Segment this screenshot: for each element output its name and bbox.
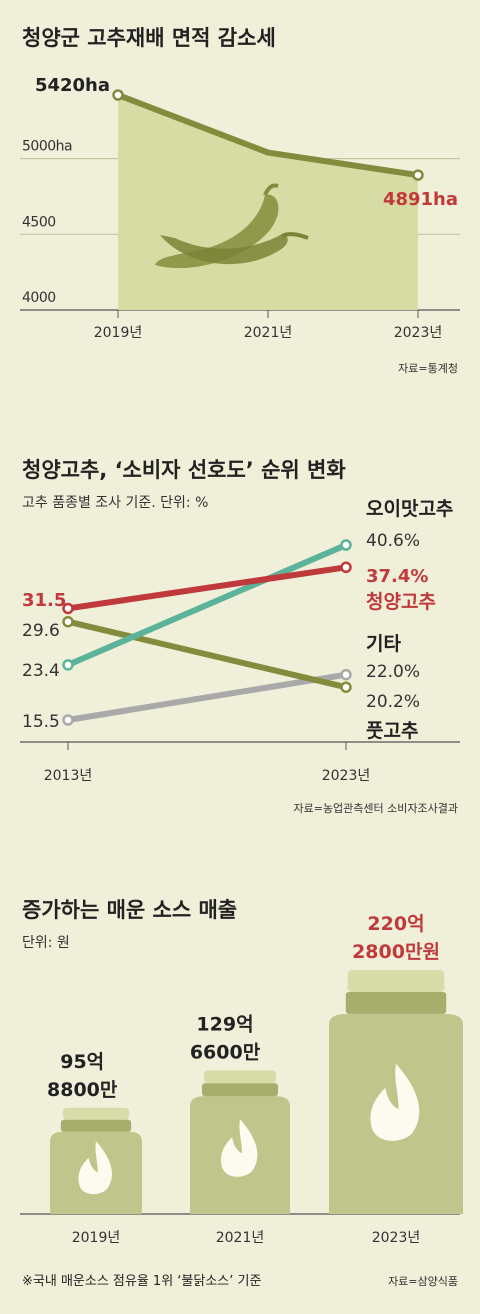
chart3-value-label: 129억	[196, 1013, 253, 1035]
flame-icon	[78, 1141, 112, 1195]
chart3-bottle-neck	[202, 1083, 278, 1097]
chart2-point	[62, 714, 74, 726]
chart2-xtick-label: 2013년	[44, 768, 93, 784]
chart3-bottle-neck	[60, 1119, 132, 1132]
chart1-ytick-label: 5000ha	[22, 139, 72, 155]
chart-preference-ranking: 청양고추, ‘소비자 선호도’ 순위 변화 고추 품종별 조사 기준. 단위: …	[20, 458, 460, 815]
chart1-xtick-label: 2019년	[94, 325, 143, 341]
flame-icon	[370, 1063, 420, 1141]
chart3-category-label: 2019년	[72, 1230, 121, 1246]
chart1-pepper-illustration	[155, 183, 309, 269]
pepper-icon	[160, 234, 288, 265]
chart2-start-label: 31.5	[22, 590, 66, 611]
chart-area-cultivation: 청양군 고추재배 면적 감소세 5000ha 4500 4000 2019년 2021…	[20, 26, 460, 375]
chart3-category-label: 2021년	[216, 1230, 265, 1246]
chart2-series-line	[65, 542, 349, 668]
chart2-source: 자료=농업관측센터 소비자조사결과	[293, 802, 458, 815]
chart2-point	[62, 615, 74, 628]
chart2-series-name: 오이맛고추	[366, 498, 453, 520]
chart2-point	[340, 668, 352, 681]
chart2-series-name: 청양고추	[366, 591, 436, 613]
chart1-source: 자료=통계청	[398, 362, 458, 375]
chart2-series-name: 기타	[366, 633, 401, 655]
chart3-note: ※국내 매운소스 점유율 1위 ‘불닭소스’ 기준	[22, 1274, 261, 1289]
chart1-title: 청양군 고추재배 면적 감소세	[22, 26, 276, 50]
chart2-marks: 2013년 2023년 31.5 29.6 23.4 15.5 오이맛고추 40.6% 37.4…	[20, 498, 460, 784]
chart3-value-label: 95억	[60, 1051, 104, 1073]
chart2-end-label: 37.4%	[366, 566, 428, 587]
chart1-ytick-label: 4500	[22, 214, 56, 230]
chart3-value-label: 220억	[367, 913, 424, 935]
chart2-point	[340, 681, 352, 693]
chart3-category-label: 2023년	[372, 1230, 421, 1246]
chart2-xtick-label: 2023년	[322, 768, 371, 784]
chart2-title: 청양고추, ‘소비자 선호도’ 순위 변화	[22, 458, 346, 482]
chart3-source: 자료=삼양식품	[388, 1275, 458, 1288]
chart3-marks: 2019년 95억 8800만 2021년 129억 6600만 2023년 220억 2800…	[20, 913, 463, 1246]
chart2-end-label: 40.6%	[366, 531, 420, 551]
flame-icon	[220, 1119, 258, 1177]
chart2-end-label: 20.2%	[366, 692, 420, 712]
chart2-start-label: 29.6	[22, 621, 60, 641]
chart2-point	[340, 539, 352, 551]
chart2-start-label: 23.4	[22, 661, 60, 681]
chart2-series-line	[65, 564, 349, 612]
chart2-series-line	[65, 671, 349, 723]
chart1-value-label: 4891ha	[383, 189, 458, 210]
chart3-bottle-cap	[347, 970, 445, 992]
chart2-subtitle: 고추 품종별 조사 기준. 단위: %	[22, 495, 208, 511]
chart2-end-label: 22.0%	[366, 662, 420, 682]
chart1-trend-line	[116, 92, 419, 179]
chart1-xtick-label: 2021년	[244, 325, 293, 341]
chart2-series-name: 풋고추	[366, 720, 418, 742]
chart2-series-line	[65, 618, 349, 691]
chart3-subtitle: 단위: 원	[22, 935, 70, 951]
chart1-point	[112, 89, 124, 101]
chart1-xtick-label: 2023년	[394, 325, 443, 341]
chart3-value-label: 8800만	[47, 1079, 118, 1101]
pepper-stem-icon	[281, 232, 309, 240]
chart1-marks: 2019년 2021년 2023년 5420ha 4891ha	[35, 75, 458, 341]
chart3-title: 증가하는 매운 소스 매출	[22, 898, 237, 922]
chart3-bottle-cap	[62, 1107, 130, 1120]
chart2-start-label: 15.5	[22, 712, 60, 732]
chart3-bottle-neck	[345, 991, 447, 1014]
pepper-stem-icon	[263, 183, 279, 196]
chart1-value-label: 5420ha	[35, 75, 110, 96]
chart3-value-label: 6600만	[190, 1041, 261, 1063]
chart3-bottle-cap	[204, 1070, 276, 1084]
chart2-point	[340, 561, 352, 574]
chart2-point	[62, 602, 74, 615]
chart1-ytick-label: 4000	[22, 290, 56, 306]
chart1-point	[412, 169, 424, 181]
chart3-value-label: 2800만원	[352, 941, 440, 963]
chart-sauce-sales: 증가하는 매운 소스 매출 단위: 원 2019년 95억 8800만 2021년 12…	[20, 898, 463, 1289]
chart2-point	[62, 659, 74, 671]
